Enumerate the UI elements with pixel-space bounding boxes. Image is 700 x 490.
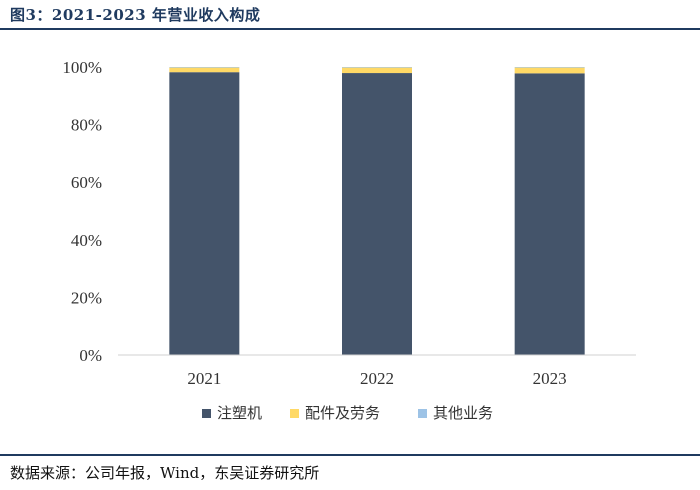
bar-2022-series-2 [342, 67, 412, 68]
bar-2023-series-2 [514, 67, 585, 68]
y-tick-label: 80% [71, 116, 102, 135]
y-tick-label: 60% [71, 173, 102, 192]
chart-title: 图3：2021-2023 年营业收入构成 [10, 6, 261, 24]
y-tick-label: 100% [62, 58, 102, 77]
legend-label-0: 注塑机 [217, 404, 262, 422]
source-note: 数据来源：公司年报，Wind，东吴证券研究所 [10, 464, 320, 482]
legend-swatch-0 [202, 409, 211, 418]
legend-swatch-2 [418, 409, 427, 418]
bar-2022-series-1 [342, 67, 412, 74]
x-tick-label: 2021 [187, 369, 221, 388]
bar-2021-series-0 [169, 72, 240, 356]
chart-canvas: 0% 20% 40% 60% 80% 100% 2021 2022 2023 注塑机 配件及劳务 其他… [62, 58, 636, 422]
bar-2023-series-1 [514, 67, 585, 74]
x-tick-label: 2023 [533, 369, 567, 388]
legend-label-2: 其他业务 [433, 404, 493, 422]
y-tick-label: 0% [79, 346, 102, 365]
bar-2023-series-0 [514, 73, 585, 355]
y-tick-label: 20% [71, 288, 102, 307]
bar-2022-series-0 [342, 73, 412, 355]
bar-2021-series-2 [169, 67, 240, 68]
x-tick-label: 2022 [360, 369, 394, 388]
footer-rule [0, 454, 700, 456]
y-tick-label: 40% [71, 231, 102, 250]
legend-label-1: 配件及劳务 [305, 404, 380, 422]
title-rule [0, 28, 700, 30]
legend-swatch-1 [290, 409, 299, 418]
bar-2021-series-1 [169, 67, 240, 73]
